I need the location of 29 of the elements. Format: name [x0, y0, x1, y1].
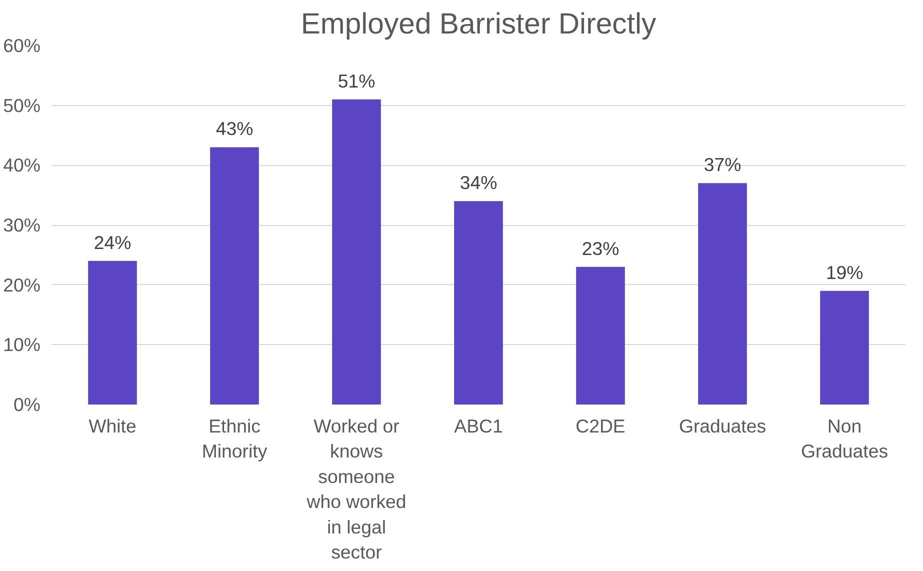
y-tick-label: 10% [3, 334, 41, 356]
data-label: 34% [460, 172, 498, 194]
y-tick-label: 30% [3, 214, 41, 236]
y-tick-label: 50% [3, 94, 41, 116]
bar [454, 201, 503, 404]
data-label: 24% [94, 232, 132, 253]
x-tick-label: Ethnic Minority [202, 416, 268, 462]
data-label: 23% [582, 238, 620, 259]
bar [698, 183, 747, 404]
data-label: 51% [338, 70, 376, 92]
x-tick-label: Worked or knows someone who worked in legal sector [306, 416, 406, 562]
x-tick-label: Graduates [678, 416, 766, 436]
bar [88, 260, 137, 404]
y-tick-label: 0% [14, 394, 41, 415]
bar [820, 290, 869, 404]
bar [332, 99, 381, 404]
chart-title: Employed Barrister Directly [300, 8, 656, 40]
x-tick-label: C2DE [576, 416, 626, 436]
y-tick-label: 40% [3, 154, 41, 176]
y-tick-label: 20% [3, 274, 41, 296]
x-tick-label: ABC1 [454, 416, 503, 436]
data-label: 19% [826, 262, 864, 283]
bar [576, 266, 625, 404]
x-tick-label: White [88, 416, 136, 436]
data-label: 43% [216, 118, 254, 140]
y-tick-label: 60% [3, 35, 41, 56]
bar [210, 147, 259, 404]
data-label: 37% [704, 154, 742, 176]
x-tick-label: Non Graduates [800, 416, 888, 462]
